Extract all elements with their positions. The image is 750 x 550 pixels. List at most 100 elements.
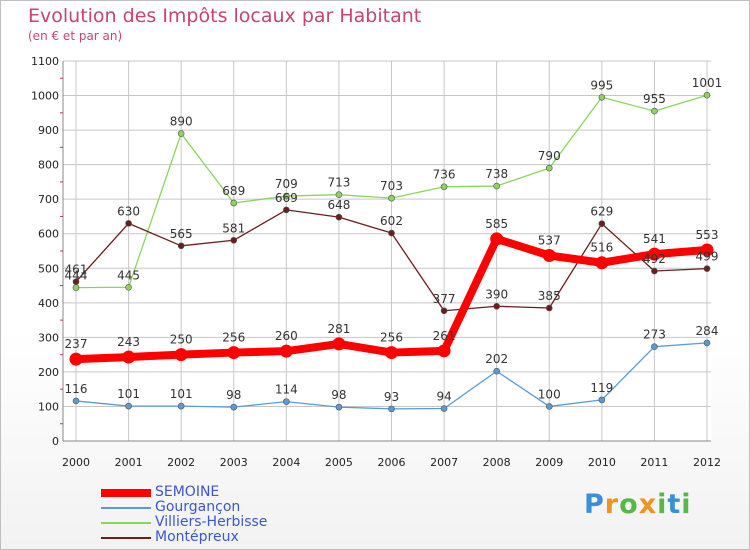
y-tick-label-500: 500: [38, 262, 59, 275]
point-villiers-herbisse-2012: [703, 91, 711, 99]
data-label-gourgan-on-2001: 101: [117, 387, 140, 401]
point-villiers-herbisse-2010: [598, 93, 606, 101]
data-label-villiers-herbisse-2000: 444: [65, 269, 88, 283]
legend-label-semoine: SEMOINE: [155, 484, 220, 500]
data-label-semoine-2011: 541: [643, 232, 666, 246]
legend-item-semoine: SEMOINE: [101, 484, 401, 500]
point-gourgan-on-2004: [283, 398, 290, 405]
data-label-gourgan-on-2009: 100: [538, 387, 561, 401]
y-tick-label-0: 0: [52, 435, 59, 448]
data-label-villiers-herbisse-2006: 703: [380, 179, 403, 193]
point-gourgan-on-2005: [335, 403, 343, 411]
data-label-semoine-2002: 250: [170, 333, 193, 347]
point-villiers-herbisse-2011: [651, 107, 658, 115]
point-villiers-herbisse-2003: [230, 199, 238, 207]
point-villiers-herbisse-2009: [545, 164, 553, 172]
data-label-semoine-2000: 237: [65, 337, 88, 351]
x-tick-label-2001: 2001: [115, 456, 143, 469]
data-label-semoine-2009: 537: [538, 233, 561, 247]
point-villiers-herbisse-2006: [388, 194, 395, 202]
point-villiers-herbisse-2001: [125, 283, 132, 291]
data-label-gourgan-on-2005: 98: [331, 388, 346, 402]
data-label-gourgan-on-2012: 284: [696, 324, 719, 338]
data-label-villiers-herbisse-2001: 445: [117, 268, 140, 282]
data-label-villiers-herbisse-2004: 709: [275, 177, 298, 191]
data-label-gourgan-on-2002: 101: [170, 387, 193, 401]
y-tick-label-900: 900: [38, 124, 59, 137]
point-villiers-herbisse-2000: [72, 284, 80, 291]
point-mont-preux-2009: [545, 304, 553, 312]
point-gourgan-on-2009: [545, 403, 553, 410]
chart-subtitle: (en € et par an): [28, 29, 123, 43]
data-label-gourgan-on-2010: 119: [590, 381, 613, 395]
data-label-villiers-herbisse-2005: 713: [327, 176, 350, 190]
point-gourgan-on-2001: [125, 402, 132, 410]
y-tick-label-700: 700: [38, 193, 59, 206]
point-semoine-2001: [122, 350, 136, 364]
y-tick-label-400: 400: [38, 297, 59, 310]
point-mont-preux-2002: [177, 242, 185, 250]
x-tick-label-2010: 2010: [588, 456, 616, 469]
chart-title: Evolution des Impôts locaux par Habitant: [28, 5, 422, 27]
data-label-semoine-2001: 243: [117, 335, 140, 349]
data-label-mont-preux-2012: 499: [696, 250, 719, 264]
point-semoine-2002: [174, 348, 188, 362]
point-semoine-2006: [385, 346, 398, 360]
data-label-semoine-2008: 585: [485, 217, 508, 231]
x-tick-label-2003: 2003: [220, 456, 248, 469]
data-label-villiers-herbisse-2011: 955: [643, 92, 666, 106]
data-label-villiers-herbisse-2003: 689: [222, 184, 245, 198]
point-gourgan-on-2006: [388, 405, 395, 413]
data-label-villiers-herbisse-2009: 790: [538, 149, 561, 163]
point-semoine-2007: [437, 344, 451, 358]
data-label-semoine-2004: 260: [275, 329, 298, 343]
data-label-mont-preux-2000: 461: [65, 263, 88, 277]
data-label-mont-preux-2011: 492: [643, 252, 666, 266]
data-label-semoine-2007: 261: [433, 329, 456, 343]
data-label-mont-preux-2002: 565: [170, 227, 193, 241]
x-tick-label-2005: 2005: [325, 456, 353, 469]
data-label-villiers-herbisse-2002: 890: [170, 115, 193, 129]
y-tick-label-600: 600: [38, 228, 59, 241]
data-label-gourgan-on-2007: 94: [436, 390, 451, 404]
x-tick-label-2002: 2002: [167, 456, 195, 469]
data-label-villiers-herbisse-2007: 736: [433, 168, 456, 182]
y-tick-label-100: 100: [38, 400, 59, 413]
point-villiers-herbisse-2005: [335, 191, 343, 198]
point-villiers-herbisse-2008: [493, 182, 500, 190]
data-label-villiers-herbisse-2012: 1001: [692, 76, 723, 90]
data-label-mont-preux-2005: 648: [327, 198, 350, 212]
data-label-semoine-2010: 516: [590, 241, 613, 255]
point-semoine-2010: [595, 256, 609, 270]
legend-swatch-montepreux: [101, 537, 151, 539]
data-label-villiers-herbisse-2008: 738: [485, 167, 508, 181]
point-mont-preux-2000: [72, 278, 80, 286]
point-gourgan-on-2011: [651, 343, 658, 350]
data-label-semoine-2005: 281: [327, 322, 350, 336]
x-tick-label-2004: 2004: [272, 456, 300, 469]
point-semoine-2008: [490, 232, 504, 246]
point-gourgan-on-2000: [72, 397, 80, 405]
data-label-gourgan-on-2004: 114: [275, 383, 298, 397]
y-tick-label-800: 800: [38, 159, 59, 172]
point-mont-preux-2012: [703, 265, 711, 272]
point-semoine-2003: [227, 346, 241, 360]
legend-label-montepreux: Montépreux: [155, 529, 239, 545]
axes: 0 100 200 300 400 500 600 700 800 900 1000 1100 2000…: [31, 55, 721, 469]
x-tick-label-2007: 2007: [430, 456, 458, 469]
x-tick-label-2012: 2012: [693, 456, 721, 469]
data-label-semoine-2003: 256: [222, 331, 245, 345]
grid-lines: [63, 60, 711, 442]
point-mont-preux-2005: [335, 213, 343, 221]
legend-label-villiers-herbisse: Villiers-Herbisse: [155, 514, 268, 530]
point-mont-preux-2011: [651, 267, 658, 275]
y-tick-label-1000: 1000: [31, 90, 59, 103]
legend-swatch-villiers-herbisse: [101, 522, 151, 524]
point-mont-preux-2010: [598, 220, 606, 228]
data-label-villiers-herbisse-2010: 995: [590, 78, 613, 92]
x-tick-label-2009: 2009: [535, 456, 563, 469]
point-gourgan-on-2012: [703, 339, 711, 347]
x-tick-label-2006: 2006: [378, 456, 406, 469]
